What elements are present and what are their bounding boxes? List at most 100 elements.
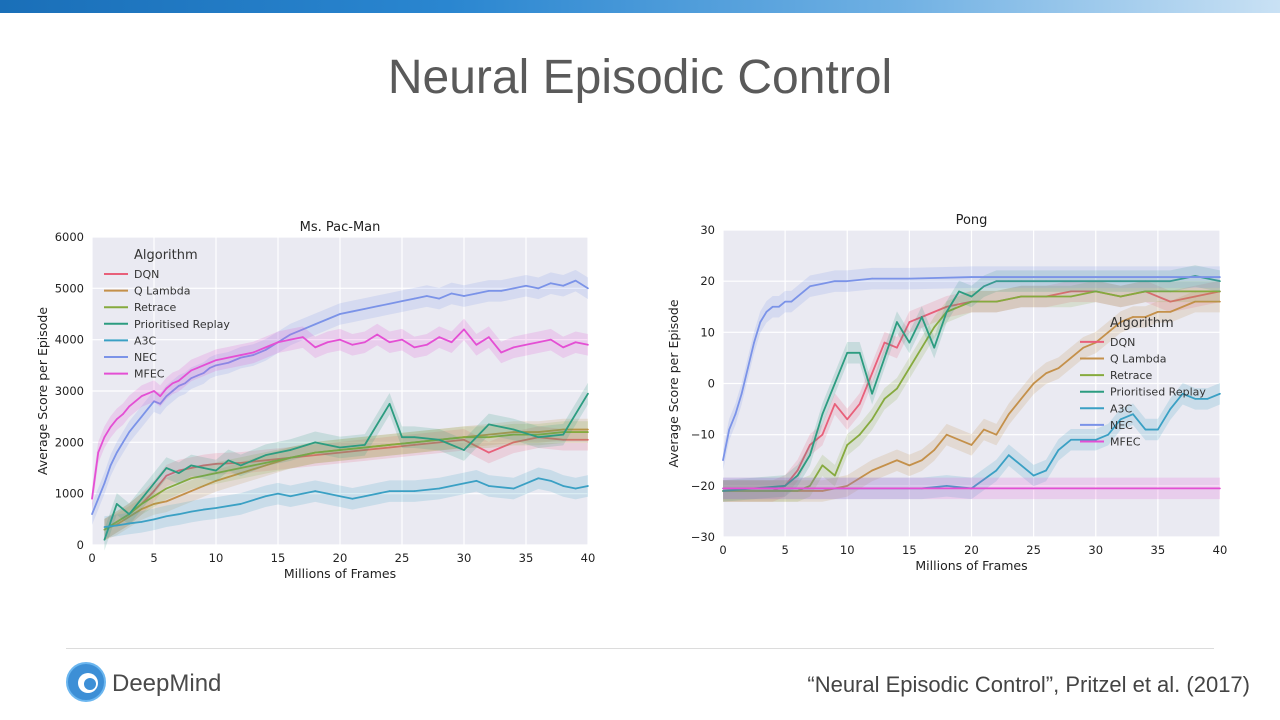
data-point [908, 321, 911, 323]
data-point [190, 464, 192, 467]
data-point [264, 454, 267, 456]
data-point [1045, 372, 1047, 375]
data-point [339, 338, 341, 341]
data-point [871, 277, 873, 280]
data-point [525, 344, 527, 346]
data-point [1119, 418, 1122, 421]
data-point [413, 441, 416, 444]
data-point [525, 482, 527, 485]
data-point [574, 279, 577, 282]
data-point [734, 413, 737, 415]
data-point [921, 346, 923, 349]
data-point [846, 280, 849, 282]
data-point [463, 449, 465, 451]
x-tick-label: 15 [271, 551, 286, 565]
data-point [1144, 280, 1147, 282]
data-point [122, 413, 124, 415]
series-band-q-lambda [723, 290, 1220, 502]
y-tick-label: 4000 [55, 333, 84, 347]
data-point [401, 300, 403, 302]
x-tick-label: 15 [902, 543, 917, 557]
x-tick-label: 10 [840, 543, 855, 557]
citation: “Neural Episodic Control”, Pritzel et al… [807, 672, 1250, 697]
series-band-prioritised-replay [723, 265, 1220, 502]
data-point [1144, 316, 1147, 318]
data-point [128, 515, 130, 518]
data-point [512, 287, 515, 290]
data-point [921, 459, 923, 462]
data-point [908, 464, 911, 467]
data-point [116, 524, 118, 527]
data-point [550, 282, 552, 284]
x-tick-label: 30 [1088, 543, 1103, 557]
y-tick-label: 2000 [55, 435, 84, 449]
data-point [821, 433, 824, 436]
data-point [1181, 392, 1184, 395]
data-point [103, 539, 106, 541]
data-point [846, 418, 849, 421]
data-point [945, 305, 948, 308]
data-point [1045, 295, 1047, 298]
tick-labels: 0 5 10 15 20 25 30 35 40 −30 −20 −10 0 10 20 30 [691, 223, 1228, 557]
data-point [264, 459, 267, 462]
data-point [871, 372, 873, 375]
data-point [908, 277, 911, 280]
data-point [995, 433, 998, 436]
data-point [376, 305, 379, 308]
data-point [983, 428, 985, 431]
data-point [140, 508, 143, 510]
data-point [264, 349, 267, 351]
legend-label-nec: NEC [134, 351, 157, 364]
data-point [97, 498, 99, 500]
y-tick-label: 5000 [55, 281, 84, 295]
data-point [488, 423, 490, 426]
data-point [252, 354, 254, 356]
data-point [933, 326, 936, 329]
x-tick-label: 40 [1213, 543, 1228, 557]
y-tick-label: 3000 [55, 384, 84, 398]
data-point [171, 382, 174, 385]
data-point [488, 485, 490, 487]
data-point [562, 438, 564, 441]
data-point [1020, 280, 1022, 282]
data-point [587, 438, 589, 441]
data-point [1219, 290, 1221, 293]
data-point [450, 292, 453, 295]
data-point [140, 498, 143, 500]
series-band-dqn [104, 426, 589, 541]
data-point [1219, 300, 1221, 303]
data-point [896, 321, 898, 323]
data-point [537, 436, 540, 438]
data-point [908, 487, 911, 490]
data-point [512, 433, 515, 436]
x-tick-label: 25 [1026, 543, 1041, 557]
data-point [463, 328, 465, 331]
data-point [821, 490, 824, 492]
data-point [190, 490, 192, 492]
data-point [1169, 311, 1172, 313]
data-point [147, 408, 149, 410]
data-point [388, 444, 391, 446]
legend-label-prioritised-replay: Prioritised Replay [1110, 386, 1206, 399]
x-tick-label: 5 [781, 543, 788, 557]
data-point [227, 459, 230, 462]
series-band-q-lambda [104, 418, 589, 541]
data-point [587, 431, 589, 433]
data-point [759, 321, 762, 323]
data-point [215, 480, 217, 482]
data-point [796, 295, 799, 298]
data-point [722, 487, 724, 490]
series-prioritised-replay [103, 382, 589, 551]
data-point [302, 328, 304, 331]
data-point [525, 284, 527, 287]
data-point [116, 418, 118, 421]
data-point [933, 346, 936, 349]
data-point [1082, 346, 1085, 349]
data-point [970, 444, 973, 446]
data-point [171, 390, 174, 392]
data-point [1119, 295, 1122, 298]
data-point [1070, 295, 1072, 298]
data-point [1007, 280, 1010, 282]
data-point [463, 436, 465, 438]
data-point [302, 336, 304, 338]
